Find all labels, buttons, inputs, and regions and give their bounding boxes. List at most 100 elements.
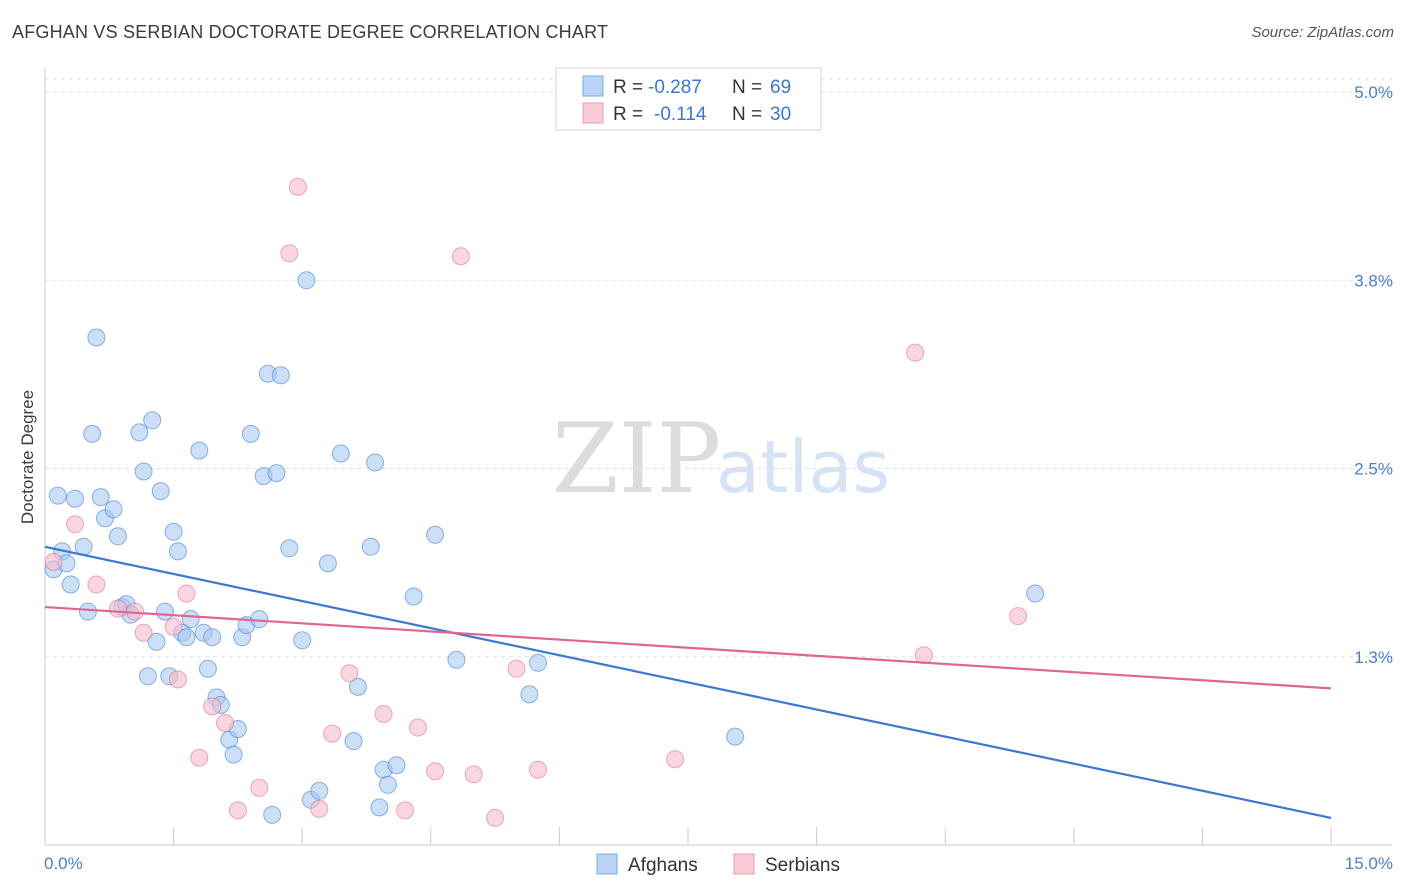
point-serbians-30 [914,646,933,665]
point-afghans-52 [310,781,329,800]
point-afghans-46 [267,464,286,483]
point-afghans-48 [280,539,299,558]
point-afghans-47 [271,366,290,385]
point-afghans-66 [520,685,539,704]
bottom-legend: Afghans Serbians [596,853,840,876]
point-afghans-53 [318,554,337,573]
point-serbians-14 [280,244,299,263]
point-afghans-57 [361,537,380,556]
point-afghans-63 [404,587,423,606]
point-afghans-41 [241,424,260,443]
point-serbians-11 [216,714,234,732]
point-afghans-12 [104,500,123,519]
y-axis-title: Doctorate Degree [18,390,37,524]
point-afghans-68 [726,727,745,746]
legend-n-value-serbians: 30 [770,104,791,125]
point-afghans-8 [83,424,102,443]
point-afghans-65 [447,650,466,669]
point-serbians-29 [906,343,925,362]
point-serbians-1 [66,515,84,534]
point-afghans-13 [108,527,127,546]
watermark-atlas: atlas [716,425,890,509]
legend-n-value-afghans: 69 [770,77,791,98]
point-afghans-18 [134,462,153,481]
point-afghans-19 [138,667,157,686]
point-afghans-25 [164,522,183,541]
point-serbians-31 [1009,607,1028,626]
point-serbians-13 [250,778,269,797]
point-afghans-59 [370,798,389,817]
point-afghans-56 [348,677,367,696]
point-afghans-17 [130,423,149,442]
y-tick-labels: 1.3% 2.5% 3.8% 5.0% [1354,83,1393,667]
point-afghans-58 [366,453,385,472]
point-afghans-42 [250,610,269,629]
point-serbians-17 [323,724,342,743]
bottom-legend-swatch-serbians [733,853,755,875]
point-serbians-18 [340,664,359,683]
point-serbians-19 [374,705,393,723]
legend-swatch-afghans [582,75,604,97]
point-serbians-16 [310,799,329,818]
point-serbians-15 [288,177,307,196]
point-afghans-49 [293,631,312,650]
trend-lines [44,545,1332,819]
y-tick-label-1: 2.5% [1354,460,1393,479]
axes [44,68,1392,846]
point-afghans-23 [156,602,174,621]
series-afghans-points [44,271,1045,824]
chart-title: AFGHAN VS SERBIAN DOCTORATE DEGREE CORRE… [12,22,609,42]
point-afghans-55 [344,732,363,751]
bottom-legend-label-afghans: Afghans [628,855,698,876]
trend-line-afghans [44,545,1332,819]
x-tick-label-min: 0.0% [44,854,83,873]
point-afghans-22 [151,482,170,501]
point-afghans-64 [426,525,445,544]
legend-r-value-serbians: -0.114 [654,104,707,125]
legend-r-label-afghans: R = [613,77,643,98]
source-label: Source: ZipAtlas.com [1251,24,1394,41]
point-afghans-7 [78,602,97,621]
point-serbians-5 [134,623,153,642]
point-afghans-10 [91,488,110,507]
point-afghans-28 [177,628,196,647]
point-afghans-4 [61,575,80,594]
point-serbians-2 [87,575,106,594]
legend-swatch-serbians [582,102,604,124]
y-tick-label-3: 5.0% [1354,83,1393,102]
point-afghans-32 [198,659,217,678]
x-tick-label-max: 15.0% [1345,854,1393,873]
point-afghans-50 [297,271,316,290]
point-serbians-22 [426,762,445,781]
point-serbians-24 [464,765,483,784]
trend-line-serbians [44,605,1332,690]
point-afghans-37 [224,745,243,764]
point-afghans-69 [1026,584,1045,603]
point-afghans-5 [66,489,84,508]
point-serbians-8 [177,584,196,603]
series-serbians-points [44,177,1028,827]
point-afghans-33 [203,628,222,647]
point-afghans-9 [87,328,106,347]
point-afghans-67 [529,653,547,672]
legend-r-value-afghans: -0.287 [648,77,702,98]
gridlines [45,78,1392,658]
point-afghans-30 [190,441,209,460]
point-serbians-28 [666,750,685,769]
legend-n-label-afghans: N = [732,77,762,98]
legend-n-label-serbians: N = [732,104,762,125]
point-serbians-9 [190,748,209,767]
point-afghans-1 [48,486,67,505]
legend-r-label-serbians: R = [613,104,643,125]
point-afghans-21 [147,632,166,651]
point-serbians-26 [507,659,526,678]
watermark-zip: ZIP [552,403,721,515]
point-serbians-25 [486,808,505,827]
point-afghans-20 [143,411,162,430]
point-afghans-61 [378,775,397,794]
y-tick-label-0: 1.3% [1354,648,1393,667]
legend: R = -0.287 N = 69 R = -0.114 N = 30 [555,67,822,131]
point-afghans-26 [168,542,187,561]
point-serbians-27 [529,760,547,779]
